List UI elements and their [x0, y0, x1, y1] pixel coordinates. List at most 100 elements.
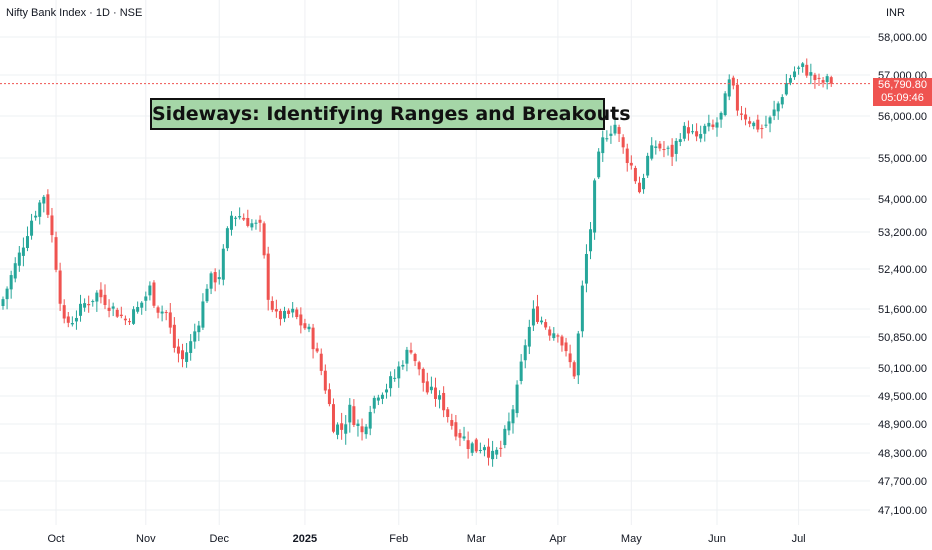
- candle-body: [523, 345, 527, 361]
- candle: [756, 114, 760, 133]
- candle-body: [809, 72, 813, 76]
- candle: [270, 296, 274, 313]
- candle: [695, 123, 699, 142]
- candle-body: [303, 323, 307, 329]
- candle: [283, 306, 287, 323]
- candle: [438, 390, 442, 409]
- candle: [201, 293, 205, 331]
- candle-body: [805, 64, 809, 76]
- candle-body: [450, 420, 454, 426]
- candle-body: [625, 148, 629, 163]
- candle-body: [238, 216, 242, 218]
- candle: [197, 320, 201, 342]
- candle: [686, 120, 690, 141]
- candle: [262, 221, 266, 259]
- candle-body: [425, 381, 429, 393]
- candle: [629, 155, 633, 170]
- candle-body: [242, 217, 246, 220]
- candle-body: [385, 389, 389, 393]
- candle: [291, 302, 295, 318]
- candle-body: [340, 423, 344, 430]
- candle-body: [801, 63, 805, 67]
- candle: [87, 295, 91, 313]
- candle-body: [413, 354, 417, 362]
- candle-body: [46, 194, 50, 215]
- candle-body: [535, 306, 539, 322]
- candle-body: [739, 113, 743, 115]
- time-axis[interactable]: Oct Nov Dec 2025 Feb Mar Apr May Jun Jul: [47, 533, 805, 545]
- candle-body: [568, 353, 572, 363]
- candle: [446, 407, 450, 423]
- candle: [413, 352, 417, 367]
- candle-body: [164, 312, 168, 314]
- candle: [674, 138, 678, 162]
- candle: [58, 262, 62, 312]
- candle-body: [189, 341, 193, 353]
- candlestick-series: [1, 58, 833, 467]
- candle: [303, 318, 307, 331]
- candle-body: [662, 149, 666, 151]
- time-tick-label: Jun: [708, 533, 726, 545]
- candle-body: [507, 421, 511, 431]
- price-axis[interactable]: 47,100.00 47,700.00 48,300.00 48,900.00 49,5…: [878, 32, 927, 517]
- candle: [617, 124, 621, 142]
- candle-body: [287, 310, 291, 314]
- candle: [527, 319, 531, 355]
- candle: [336, 422, 340, 440]
- candle: [519, 354, 523, 385]
- candle: [242, 213, 246, 222]
- candle-body: [784, 83, 788, 95]
- candle: [331, 398, 335, 434]
- candle: [650, 137, 654, 161]
- candle: [295, 307, 299, 320]
- candle: [409, 342, 413, 355]
- candle: [646, 152, 650, 178]
- candle: [658, 140, 662, 152]
- candle: [136, 301, 140, 314]
- candle-body: [421, 368, 425, 383]
- candle: [152, 280, 156, 308]
- candle: [564, 337, 568, 357]
- candle: [458, 429, 462, 447]
- candle: [487, 438, 491, 466]
- candle-body: [270, 301, 274, 310]
- candle: [707, 114, 711, 132]
- candle-body: [140, 302, 144, 308]
- candle: [172, 317, 176, 353]
- price-tick-label: 48,900.00: [878, 419, 927, 431]
- candle: [266, 246, 270, 311]
- candle: [140, 301, 144, 315]
- candle-body: [613, 124, 617, 134]
- candle-body: [438, 395, 442, 400]
- candle: [735, 79, 739, 116]
- candle-body: [148, 285, 152, 296]
- candle-body: [621, 137, 625, 148]
- candle: [540, 316, 544, 325]
- candle: [238, 207, 242, 220]
- candle: [287, 308, 291, 318]
- candle-body: [34, 215, 38, 218]
- candle: [450, 413, 454, 430]
- candle: [723, 91, 727, 117]
- candle: [176, 338, 180, 363]
- current-price-value: 56,790.80: [878, 79, 927, 91]
- candle-body: [99, 289, 103, 298]
- candle: [560, 334, 564, 352]
- candle: [299, 307, 303, 334]
- symbol-title[interactable]: Nifty Bank Index · 1D · NSE: [6, 7, 143, 19]
- candle: [344, 415, 348, 445]
- candle-body: [670, 144, 674, 157]
- candle-body: [817, 77, 821, 79]
- annotation-textbox[interactable]: Sideways: Identifying Ranges and Breakou…: [150, 98, 631, 130]
- candle: [278, 308, 282, 326]
- candle-body: [246, 217, 250, 226]
- candle: [666, 145, 670, 156]
- candle: [185, 342, 189, 368]
- candle-body: [201, 301, 205, 328]
- candle-body: [107, 307, 111, 311]
- candle: [531, 300, 535, 332]
- candle: [123, 315, 127, 326]
- candle-body: [299, 314, 303, 326]
- candle-body: [715, 122, 719, 128]
